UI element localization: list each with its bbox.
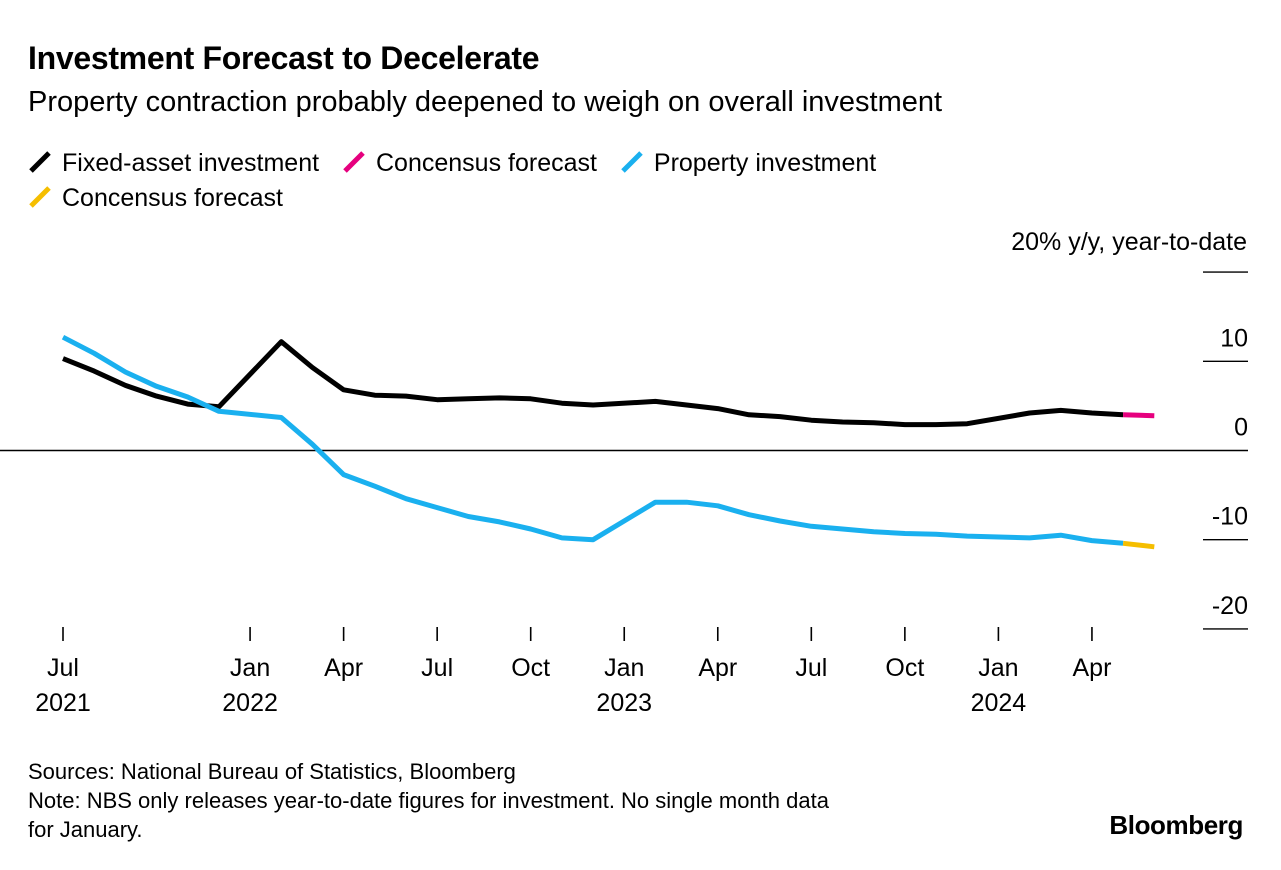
- x-tick-label: Jul: [795, 654, 827, 682]
- series-line-1: [1123, 412, 1155, 419]
- x-tick-label: Oct: [511, 654, 550, 682]
- legend-item-property: Property investment: [620, 146, 876, 181]
- legend-swatch-icon: [28, 185, 52, 209]
- note-text-line-2: for January.: [28, 817, 143, 842]
- legend-swatch-line: [29, 186, 51, 208]
- x-tick-year-label: 2022: [222, 689, 278, 717]
- legend-swatch-icon: [342, 150, 366, 174]
- x-tick-label: Jan: [230, 654, 270, 682]
- sources-text: Sources: National Bureau of Statistics, …: [28, 759, 516, 784]
- note-text-line-1: Note: NBS only releases year-to-date fig…: [28, 788, 829, 813]
- legend-item-fai-forecast: Concensus forecast: [342, 146, 597, 181]
- series-line-2: [61, 334, 1124, 546]
- chart-title: Investment Forecast to Decelerate: [28, 40, 540, 76]
- x-tick-label: Oct: [885, 654, 924, 682]
- series-line-0: [62, 339, 1124, 428]
- legend-swatch-line: [343, 151, 365, 173]
- x-tick-year-label: 2023: [596, 689, 652, 717]
- x-tick-year-label: 2021: [35, 689, 91, 717]
- footer: Sources: National Bureau of Statistics, …: [28, 757, 829, 844]
- series-line-3: [1122, 540, 1155, 550]
- x-tick-label: Apr: [698, 654, 737, 682]
- chart-subtitle: Property contraction probably deepened t…: [28, 86, 943, 118]
- legend: Fixed-asset investment Concensus forecas…: [28, 146, 1028, 216]
- legend-label: Concensus forecast: [62, 184, 283, 212]
- x-tick-label: Jul: [47, 654, 79, 682]
- legend-swatch-icon: [28, 150, 52, 174]
- legend-label: Property investment: [653, 149, 877, 177]
- legend-swatch-line: [29, 151, 51, 173]
- legend-swatch-line: [621, 151, 643, 173]
- y-tick-label: -20: [1212, 592, 1248, 620]
- y-tick-label: 10: [1220, 324, 1248, 352]
- legend-label: Concensus forecast: [376, 149, 597, 177]
- bloomberg-logo: Bloomberg: [1109, 810, 1243, 840]
- legend-item-property-forecast: Concensus forecast: [28, 181, 283, 216]
- x-tick-year-label: 2024: [971, 689, 1027, 717]
- x-tick-label: Jan: [978, 654, 1018, 682]
- y-axis-unit-label: 20% y/y, year-to-date: [1011, 228, 1247, 256]
- x-tick-label: Jul: [421, 654, 453, 682]
- x-tick-label: Apr: [1072, 654, 1111, 682]
- y-tick-label: 0: [1234, 414, 1248, 442]
- legend-label: Fixed-asset investment: [62, 149, 320, 177]
- y-tick-label: -10: [1212, 503, 1248, 531]
- legend-item-fixed-asset: Fixed-asset investment: [28, 146, 319, 181]
- legend-swatch-icon: [620, 150, 644, 174]
- x-tick-label: Jan: [604, 654, 644, 682]
- x-tick-label: Apr: [324, 654, 363, 682]
